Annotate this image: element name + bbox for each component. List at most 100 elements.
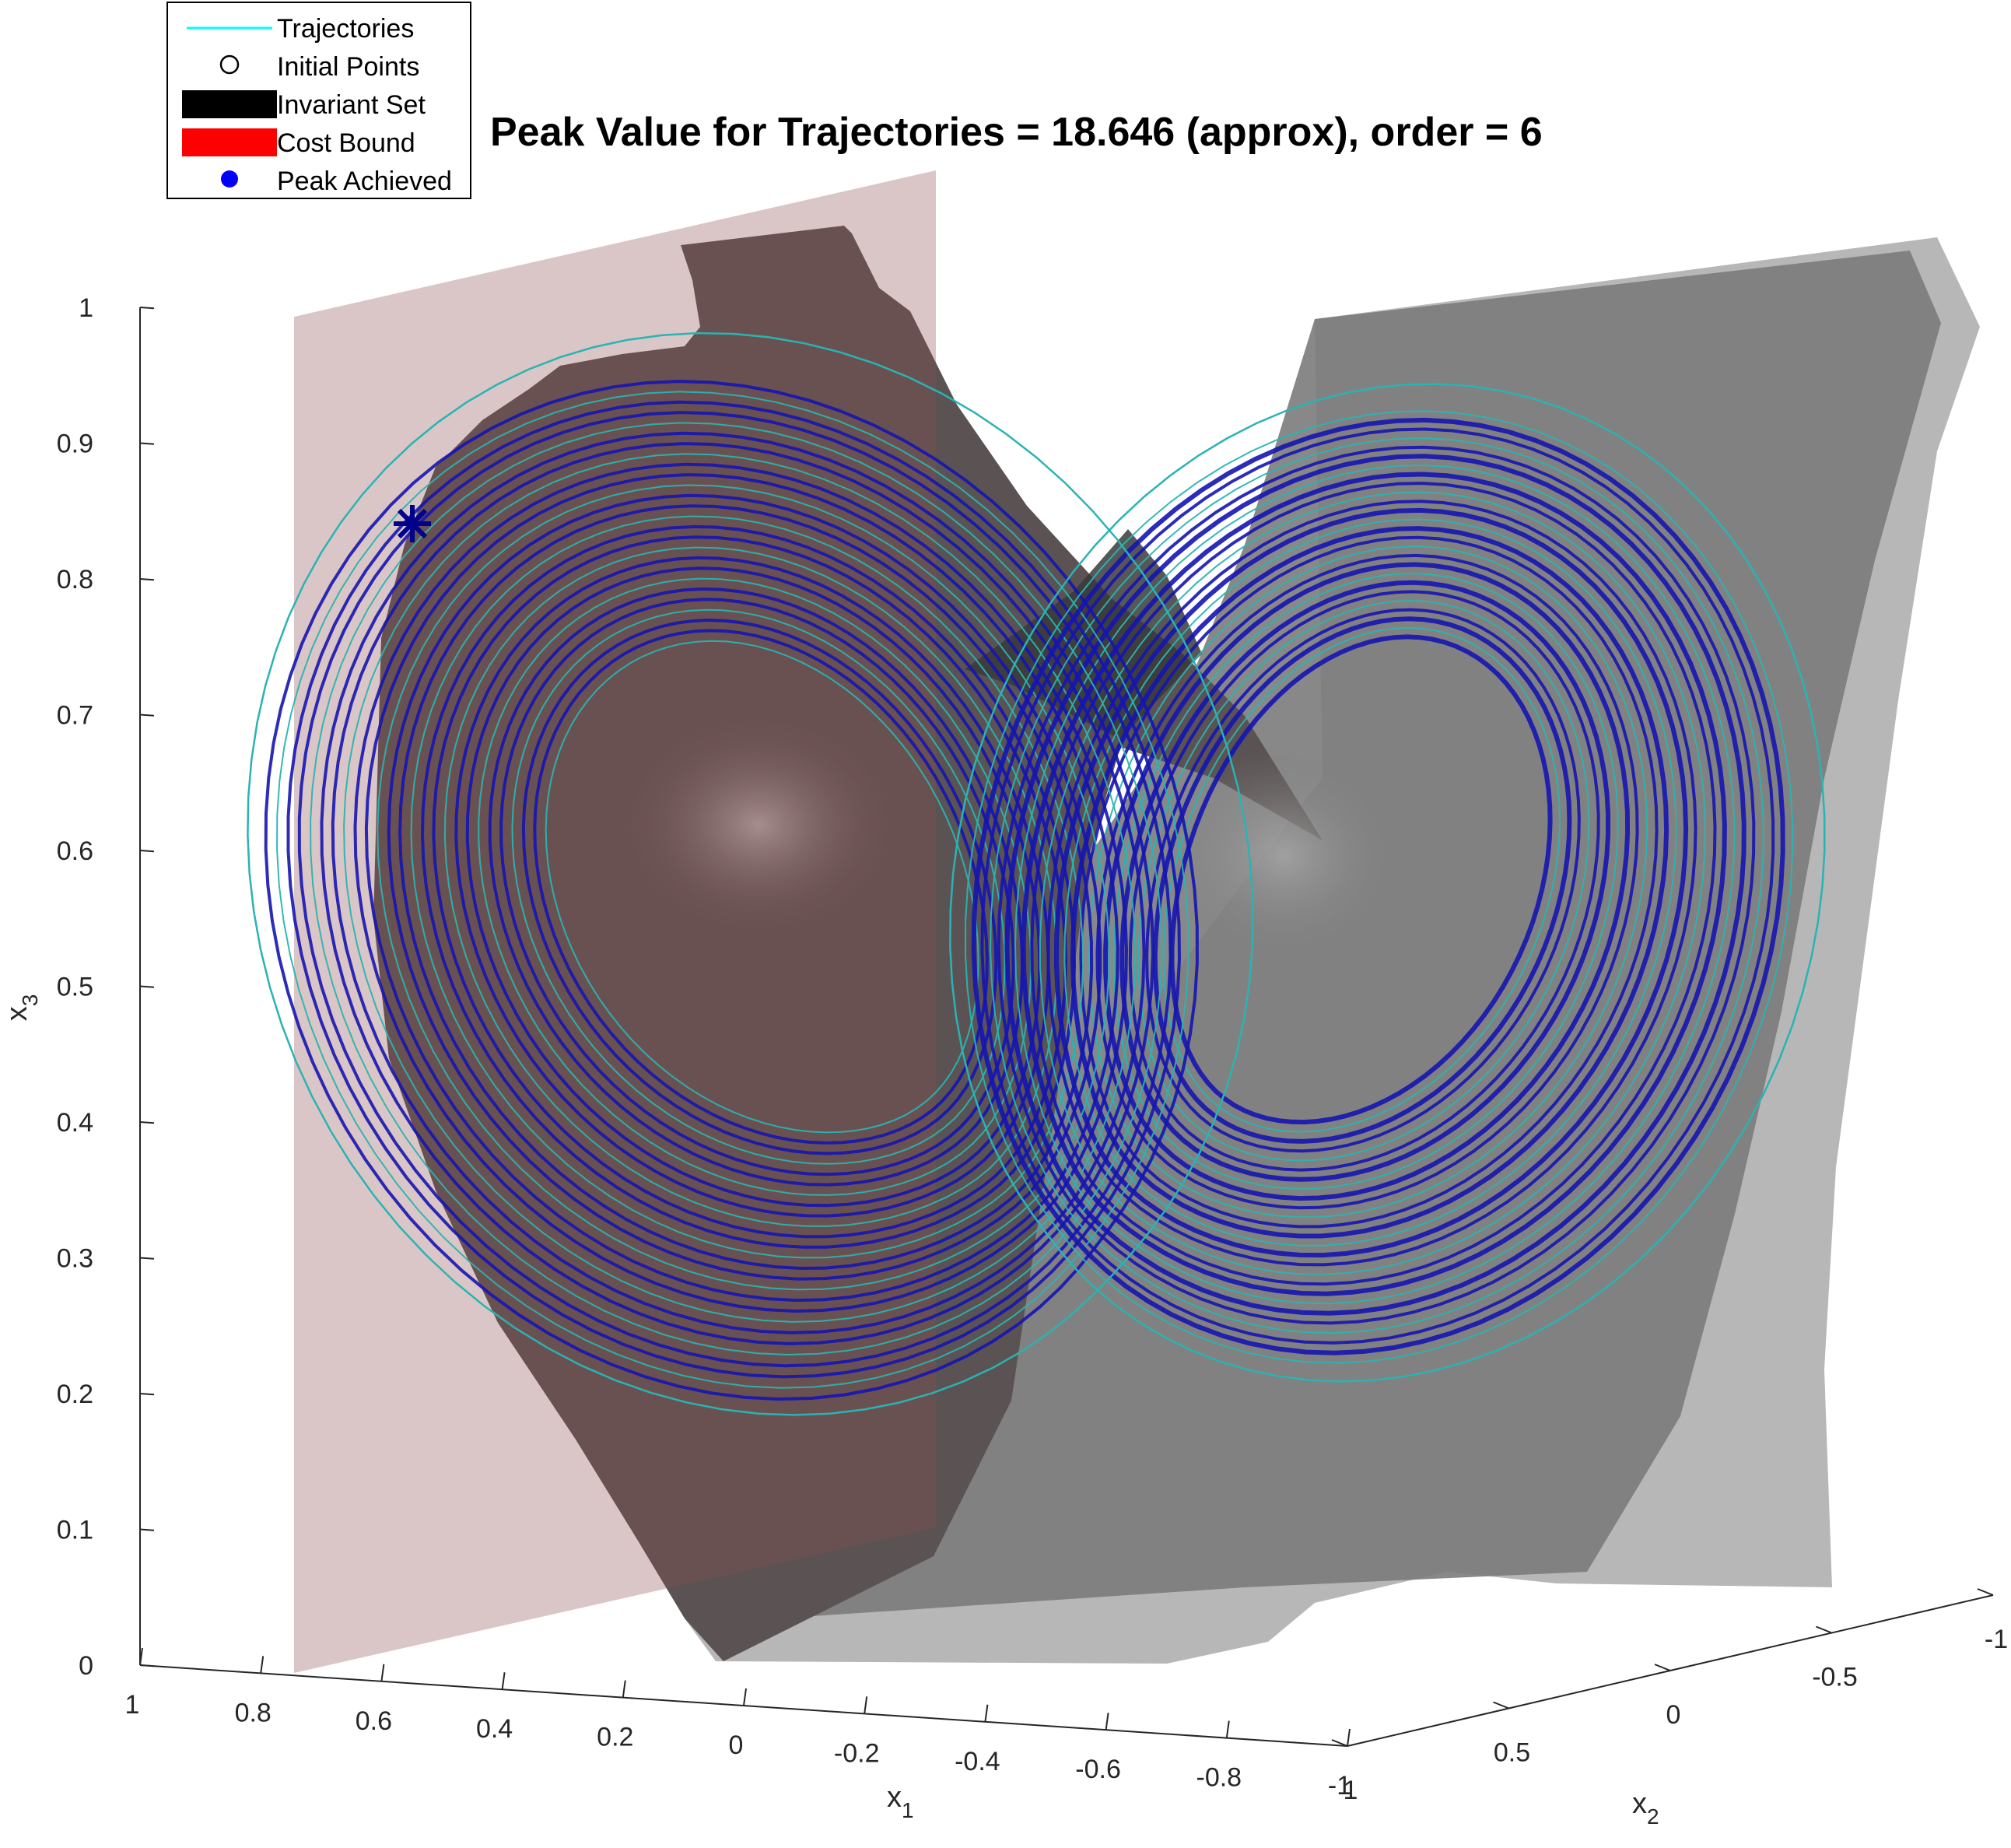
trajectory-loop	[1030, 482, 1717, 1286]
x1-tick-mark	[984, 1704, 989, 1722]
trajectory-loop	[478, 577, 1032, 1196]
x2-tick-label: 0.5	[1494, 1738, 1530, 1768]
z-tick-label: 0.4	[57, 1108, 93, 1138]
x1-tick-label: -0.6	[1075, 1755, 1121, 1784]
z-tick-label: 0.3	[57, 1244, 93, 1274]
legend-label: Peak Achieved	[277, 167, 452, 196]
legend-label: Invariant Set	[277, 90, 426, 120]
x2-tick-label: 1	[1344, 1776, 1358, 1805]
trajectory-loop	[443, 546, 1058, 1227]
trajectory-loop	[997, 445, 1756, 1325]
z-tick-mark	[139, 1528, 155, 1531]
x2-axis-label: x2	[1632, 1787, 1659, 1829]
x2-tick-label: -0.5	[1812, 1663, 1858, 1692]
trajectory-loop	[511, 608, 1006, 1165]
trajectory-loop	[1053, 507, 1689, 1258]
trajectory-loop	[1169, 634, 1553, 1125]
z-tick-label: 0.8	[57, 565, 93, 594]
chart-title: Peak Value for Trajectories = 18.646 (ap…	[490, 110, 1543, 155]
trajectory-loop	[353, 462, 1129, 1313]
x2-tick-label: -1	[1985, 1625, 2008, 1654]
trajectory-loop	[465, 566, 1042, 1208]
x1-tick-label: 0.4	[476, 1714, 513, 1744]
trajectory-loop	[420, 524, 1077, 1249]
x1-tick-label: -0.2	[834, 1738, 880, 1768]
x1-tick-mark	[743, 1688, 747, 1706]
legend-item-cost-bound: Cost Bound	[168, 124, 470, 161]
legend-label: Cost Bound	[277, 128, 415, 158]
x1-tick-mark	[1105, 1713, 1109, 1731]
trajectory-loop	[398, 504, 1094, 1271]
z-tick-label: 0	[79, 1651, 93, 1681]
x1-tick-mark	[260, 1656, 265, 1674]
z-tick-mark	[139, 1257, 155, 1260]
legend-item-peak-achieved: Peak Achieved	[168, 162, 470, 199]
z-tick-label: 0.9	[57, 430, 93, 459]
trajectory-loop	[1162, 626, 1561, 1133]
x1-tick-mark	[1347, 1728, 1351, 1747]
trajectory-loop	[286, 400, 1182, 1379]
x1-tick-mark	[864, 1696, 868, 1714]
x1-tick-label: -1	[1328, 1771, 1351, 1801]
trajectory-loop	[1070, 526, 1669, 1239]
x2-tick-label: 0	[1666, 1700, 1681, 1730]
trajectory-loop	[499, 598, 1015, 1176]
z-tick-mark	[139, 714, 155, 717]
trajectory-loop	[1004, 454, 1746, 1316]
trajectory-loop	[1063, 518, 1677, 1247]
red-patch-icon	[182, 128, 277, 156]
x1-axis-label: x1	[887, 1781, 914, 1822]
x2-tick-mark	[1654, 1664, 1671, 1671]
x1-tick-mark	[1225, 1720, 1230, 1738]
black-patch-icon	[182, 90, 277, 118]
z-tick-label: 0.5	[57, 973, 93, 1002]
x1-tick-label: 0	[729, 1731, 744, 1760]
x2-tick-mark	[1977, 1588, 1994, 1596]
trajectories-series	[247, 331, 1826, 1416]
x1-tick-label: 0.2	[597, 1723, 633, 1752]
x1-tick-mark	[380, 1664, 385, 1681]
x1-tick-label: 1	[125, 1690, 140, 1720]
trajectory-loop	[1145, 608, 1581, 1153]
x1-tick-label: -0.8	[1196, 1763, 1242, 1793]
z-tick-mark	[139, 578, 155, 581]
x2-tick-mark	[1493, 1701, 1509, 1709]
trajectory-loop	[1119, 580, 1611, 1182]
x1-tick-mark	[501, 1672, 506, 1690]
x2-axis-ticks: 1 0.5 0 -0.5 -1	[1331, 1588, 2008, 1805]
trajectory-loop	[545, 640, 979, 1134]
trajectory-loop	[1088, 545, 1648, 1219]
legend-line-icon	[187, 26, 272, 30]
z-tick-label: 1	[79, 293, 93, 323]
x3-axis-label: x3	[1, 994, 42, 1022]
trajectory-loop	[1021, 472, 1727, 1296]
z-axis-ticks: 0 0.1 0.2 0.3 0.4 0.5 0.6 0.7 0.8 0.9 1	[57, 293, 155, 1681]
trajectory-loop	[410, 515, 1084, 1259]
trajectory-loop	[964, 410, 1794, 1364]
trajectory-loop	[1039, 491, 1707, 1275]
z-tick-label: 0.6	[57, 836, 93, 866]
x1-axis-ticks: 1 0.8 0.6 0.4 0.2 0 -0.2 -0.4 -0.6 -0.8 -1	[125, 1647, 1351, 1801]
legend-label: Initial Points	[277, 52, 420, 82]
x1-tick-mark	[139, 1647, 143, 1666]
trajectory-loop	[1103, 562, 1631, 1201]
filled-circle-icon	[221, 170, 238, 188]
legend: Trajectories Initial Points Invariant Se…	[166, 2, 471, 199]
z-tick-label: 0.1	[57, 1516, 93, 1545]
legend-item-trajectories: Trajectories	[168, 9, 470, 47]
x1-tick-label: 0.6	[356, 1706, 392, 1736]
legend-item-initial-points: Initial Points	[168, 47, 470, 85]
trajectory-loop	[310, 422, 1163, 1356]
trajectory-loop	[971, 417, 1785, 1355]
trajectory-loop	[297, 411, 1172, 1368]
trajectory-loop	[364, 473, 1119, 1303]
trajectory-loop	[990, 437, 1764, 1334]
legend-item-invariant-set: Invariant Set	[168, 86, 470, 123]
x1-tick-label: -0.4	[955, 1747, 1000, 1776]
trajectory-loop	[320, 431, 1154, 1345]
trajectory-outer-loop	[949, 383, 1826, 1383]
trajectory-loop	[276, 391, 1189, 1389]
legend-label: Trajectories	[277, 14, 415, 44]
trajectory-loop	[1152, 616, 1572, 1144]
right-lobe-highlight	[1159, 747, 1408, 965]
